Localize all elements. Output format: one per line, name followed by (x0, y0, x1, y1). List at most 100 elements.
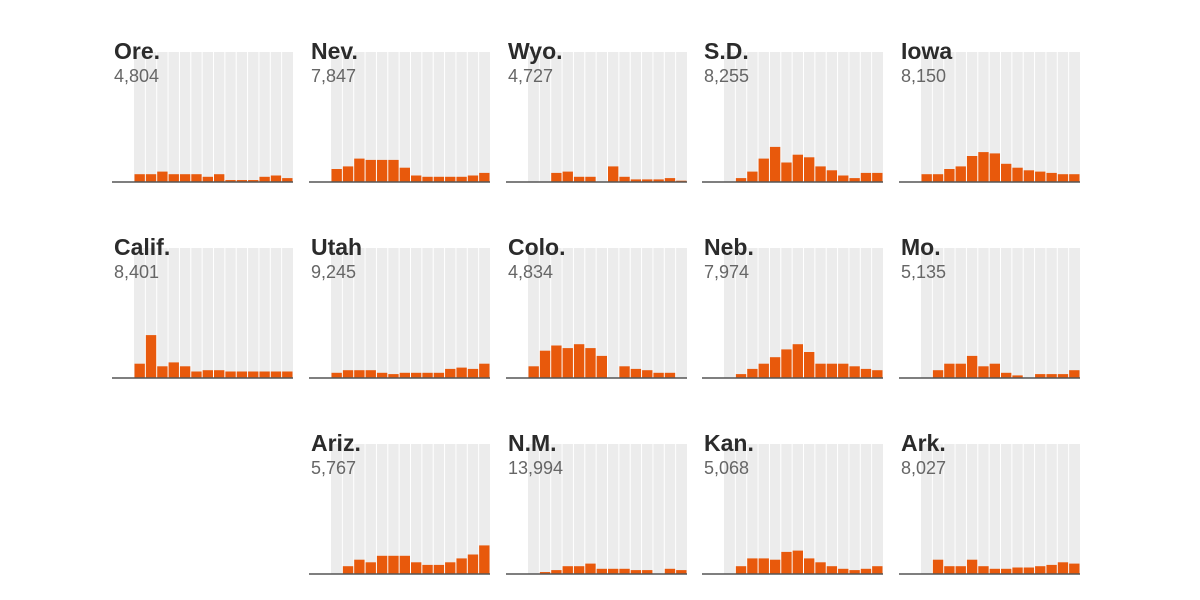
state-panel: Neb. 7,974 (702, 234, 902, 394)
bar (202, 370, 213, 378)
bar (551, 345, 562, 378)
bar (944, 566, 955, 574)
bar (608, 166, 619, 182)
bar (630, 570, 642, 574)
state-name: S.D. (704, 38, 749, 64)
bar (445, 368, 456, 378)
bar (978, 152, 989, 182)
bar (815, 363, 826, 378)
bar (1069, 563, 1080, 574)
bar (179, 366, 191, 378)
bar-chart (702, 248, 883, 379)
bar (664, 372, 676, 378)
bar (619, 568, 630, 574)
bar (955, 166, 966, 182)
bar-chart (309, 248, 490, 379)
state-name: Wyo. (508, 38, 563, 64)
bar (1012, 567, 1023, 574)
bar (769, 559, 781, 574)
bar (354, 559, 365, 574)
bar (804, 352, 815, 378)
bar (445, 176, 456, 182)
bar (792, 344, 803, 378)
bar (815, 166, 826, 182)
bar (479, 363, 490, 378)
bar-chart (899, 248, 1080, 379)
bar (653, 372, 664, 378)
bar (872, 172, 883, 182)
bar (422, 176, 433, 182)
bar (758, 158, 769, 182)
state-total: 8,027 (901, 458, 947, 478)
state-panel: S.D. 8,255 (702, 38, 902, 198)
bar (1069, 370, 1080, 378)
bar (585, 176, 596, 182)
bar (747, 368, 758, 378)
state-panel: Ark. 8,027 (899, 430, 1099, 590)
bar (248, 180, 259, 182)
state-total: 8,255 (704, 66, 750, 86)
state-name: Ark. (901, 430, 946, 456)
bar (585, 563, 596, 574)
bar (225, 371, 236, 378)
bar (966, 559, 978, 574)
bar (282, 178, 293, 182)
bar (214, 174, 225, 182)
bar-chart (702, 52, 883, 183)
bar (191, 371, 202, 378)
bar (769, 146, 781, 182)
state-total: 5,068 (704, 458, 750, 478)
bar (388, 555, 399, 574)
bar (630, 368, 642, 378)
state-total: 13,994 (508, 458, 564, 478)
bar (365, 370, 376, 378)
bar (664, 178, 676, 182)
bar (815, 562, 826, 574)
bar (467, 554, 479, 574)
bar (792, 550, 803, 574)
bar (479, 545, 490, 574)
bar (955, 566, 966, 574)
bar (1057, 374, 1069, 378)
bar (539, 350, 551, 378)
bar (932, 174, 944, 182)
bar (528, 366, 539, 378)
state-name: N.M. (508, 430, 557, 456)
bar (551, 570, 562, 574)
bar (1035, 171, 1046, 182)
bar (1035, 566, 1046, 574)
bar (399, 167, 410, 182)
state-total: 8,401 (114, 262, 160, 282)
state-panel: Kan. 5,068 (702, 430, 902, 590)
bar (191, 174, 202, 182)
bar (331, 169, 342, 182)
bar (157, 366, 168, 378)
bar (467, 175, 479, 182)
bar (1001, 372, 1012, 378)
bar (676, 570, 687, 574)
state-total: 7,974 (704, 262, 750, 282)
bar (331, 372, 342, 378)
bar (342, 370, 354, 378)
state-panel: Colo. 4,834 (506, 234, 706, 394)
state-total: 4,834 (508, 262, 554, 282)
bar (456, 367, 467, 378)
bar (978, 366, 989, 378)
bar (422, 564, 433, 574)
bar (872, 370, 883, 378)
bar (932, 370, 944, 378)
bar (456, 176, 467, 182)
bar (365, 159, 376, 182)
state-name: Calif. (114, 234, 171, 260)
bar (792, 154, 803, 182)
bar (134, 363, 145, 378)
bar (562, 171, 573, 182)
bar-chart (899, 444, 1080, 575)
bar (642, 179, 653, 182)
bar (270, 175, 282, 182)
bar (664, 568, 676, 574)
bar (630, 179, 642, 182)
state-panel: Nev. 7,847 (309, 38, 509, 198)
bar (551, 172, 562, 182)
bar-chart (702, 444, 883, 575)
